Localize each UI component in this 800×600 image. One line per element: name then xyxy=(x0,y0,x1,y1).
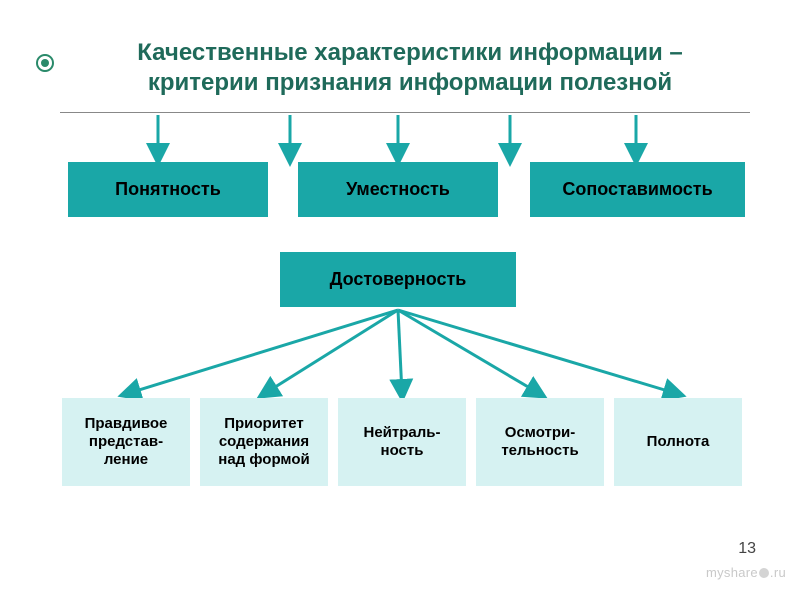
watermark-prefix: myshare xyxy=(706,565,758,580)
title-rule xyxy=(60,112,750,113)
box-umestnost: Уместность xyxy=(298,162,498,217)
watermark-dot-icon xyxy=(759,568,769,578)
label: Уместность xyxy=(346,179,450,200)
watermark-suffix: .ru xyxy=(770,565,786,580)
page-title: Качественные характеристики информации –… xyxy=(80,38,740,98)
box-neutral: Нейтраль- ность xyxy=(338,398,466,486)
box-dostovernost: Достоверность xyxy=(280,252,516,307)
label: Полнота xyxy=(647,433,710,451)
label: Приоритет содержания над формой xyxy=(204,415,324,469)
label: Сопоставимость xyxy=(562,179,712,200)
box-ponyatnost: Понятность xyxy=(68,162,268,217)
page-number: 13 xyxy=(738,540,756,558)
box-sopostavimost: Сопоставимость xyxy=(530,162,745,217)
label: Нейтраль- ность xyxy=(342,424,462,460)
title-bullet xyxy=(36,54,54,72)
box-pravdivoe: Правдивое представ- ление xyxy=(62,398,190,486)
box-prioritet: Приоритет содержания над формой xyxy=(200,398,328,486)
watermark: myshare .ru xyxy=(706,565,786,580)
label: Правдивое представ- ление xyxy=(66,415,186,469)
box-polnota: Полнота xyxy=(614,398,742,486)
label: Понятность xyxy=(115,179,221,200)
box-osmotr: Осмотри- тельность xyxy=(476,398,604,486)
label: Достоверность xyxy=(330,269,467,290)
label: Осмотри- тельность xyxy=(480,424,600,460)
